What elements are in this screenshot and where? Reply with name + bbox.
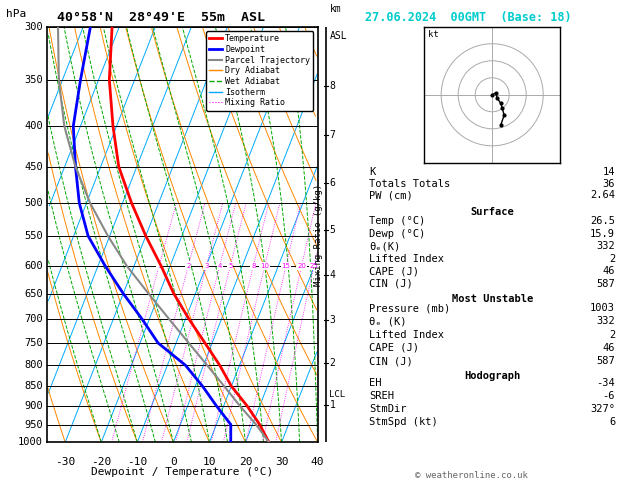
Text: © weatheronline.co.uk: © weatheronline.co.uk [415, 471, 528, 480]
Text: kt: kt [428, 30, 438, 39]
Legend: Temperature, Dewpoint, Parcel Trajectory, Dry Adiabat, Wet Adiabat, Isotherm, Mi: Temperature, Dewpoint, Parcel Trajectory… [206, 31, 313, 110]
Text: 332: 332 [596, 242, 615, 251]
Text: 1003: 1003 [590, 303, 615, 313]
Text: Lifted Index: Lifted Index [369, 330, 444, 340]
Text: Surface: Surface [470, 207, 514, 217]
Text: 350: 350 [25, 75, 43, 85]
Text: Dewp (°C): Dewp (°C) [369, 229, 425, 239]
Text: 587: 587 [596, 356, 615, 366]
Text: 8: 8 [330, 81, 335, 91]
Text: StmDir: StmDir [369, 404, 407, 414]
Text: 3: 3 [330, 315, 335, 325]
Text: CAPE (J): CAPE (J) [369, 266, 419, 277]
Text: 650: 650 [25, 289, 43, 298]
Text: CIN (J): CIN (J) [369, 279, 413, 289]
Text: 26.5: 26.5 [590, 216, 615, 226]
Text: 20: 20 [297, 263, 306, 269]
Text: 900: 900 [25, 401, 43, 411]
Text: -30: -30 [55, 457, 75, 467]
Text: 40: 40 [311, 457, 325, 467]
Text: -10: -10 [127, 457, 147, 467]
Text: Hodograph: Hodograph [464, 371, 520, 381]
Text: 46: 46 [603, 266, 615, 277]
Text: θₑ(K): θₑ(K) [369, 242, 401, 251]
Text: 300: 300 [25, 22, 43, 32]
Text: 1: 1 [157, 263, 162, 269]
Text: 10: 10 [203, 457, 216, 467]
Text: PW (cm): PW (cm) [369, 190, 413, 200]
Text: Totals Totals: Totals Totals [369, 179, 450, 189]
Text: 25: 25 [309, 263, 318, 269]
Text: Mixing Ratio (g/kg): Mixing Ratio (g/kg) [314, 183, 323, 286]
Text: Pressure (mb): Pressure (mb) [369, 303, 450, 313]
Text: 4: 4 [218, 263, 222, 269]
Text: 27.06.2024  00GMT  (Base: 18): 27.06.2024 00GMT (Base: 18) [365, 11, 571, 24]
Text: Lifted Index: Lifted Index [369, 254, 444, 264]
Text: LCL: LCL [330, 390, 345, 399]
Text: 327°: 327° [590, 404, 615, 414]
Text: CAPE (J): CAPE (J) [369, 343, 419, 353]
Text: hPa: hPa [6, 9, 26, 19]
Text: 2: 2 [186, 263, 191, 269]
Text: 10: 10 [260, 263, 269, 269]
Text: -34: -34 [596, 379, 615, 388]
Text: ASL: ASL [330, 31, 347, 41]
Text: SREH: SREH [369, 391, 394, 401]
Text: 2.64: 2.64 [590, 190, 615, 200]
Text: 600: 600 [25, 261, 43, 271]
Text: 36: 36 [603, 179, 615, 189]
Text: EH: EH [369, 379, 382, 388]
Text: 850: 850 [25, 381, 43, 391]
Text: 46: 46 [603, 343, 615, 353]
Text: θₑ (K): θₑ (K) [369, 316, 407, 326]
Text: 450: 450 [25, 162, 43, 172]
Text: 700: 700 [25, 314, 43, 324]
Text: 3: 3 [204, 263, 209, 269]
Text: StmSpd (kt): StmSpd (kt) [369, 417, 438, 427]
Text: 0: 0 [170, 457, 177, 467]
Text: 500: 500 [25, 198, 43, 208]
Text: 8: 8 [251, 263, 255, 269]
Text: 14: 14 [603, 167, 615, 177]
Text: 5: 5 [228, 263, 233, 269]
Text: 2: 2 [330, 358, 335, 368]
Text: 15: 15 [282, 263, 291, 269]
Text: 30: 30 [275, 457, 288, 467]
Text: 15.9: 15.9 [590, 229, 615, 239]
Text: Most Unstable: Most Unstable [452, 294, 533, 304]
Text: 20: 20 [239, 457, 252, 467]
Text: 1: 1 [330, 400, 335, 410]
Text: 4: 4 [330, 270, 335, 280]
Text: 40°58'N  28°49'E  55m  ASL: 40°58'N 28°49'E 55m ASL [57, 11, 265, 24]
Text: 400: 400 [25, 121, 43, 131]
Text: Temp (°C): Temp (°C) [369, 216, 425, 226]
Text: km: km [330, 4, 341, 14]
Text: -6: -6 [603, 391, 615, 401]
Text: K: K [369, 167, 376, 177]
Text: 6: 6 [609, 417, 615, 427]
Text: -20: -20 [91, 457, 111, 467]
Text: 7: 7 [330, 130, 335, 140]
Text: 5: 5 [330, 225, 335, 235]
Text: 2: 2 [609, 330, 615, 340]
Text: 550: 550 [25, 231, 43, 241]
Text: 750: 750 [25, 338, 43, 348]
Text: 800: 800 [25, 360, 43, 370]
Text: 587: 587 [596, 279, 615, 289]
Text: CIN (J): CIN (J) [369, 356, 413, 366]
Text: 2: 2 [609, 254, 615, 264]
Text: 332: 332 [596, 316, 615, 326]
Text: 6: 6 [330, 178, 335, 188]
Text: Dewpoint / Temperature (°C): Dewpoint / Temperature (°C) [91, 467, 274, 477]
Text: 1000: 1000 [18, 437, 43, 447]
Text: 950: 950 [25, 419, 43, 430]
